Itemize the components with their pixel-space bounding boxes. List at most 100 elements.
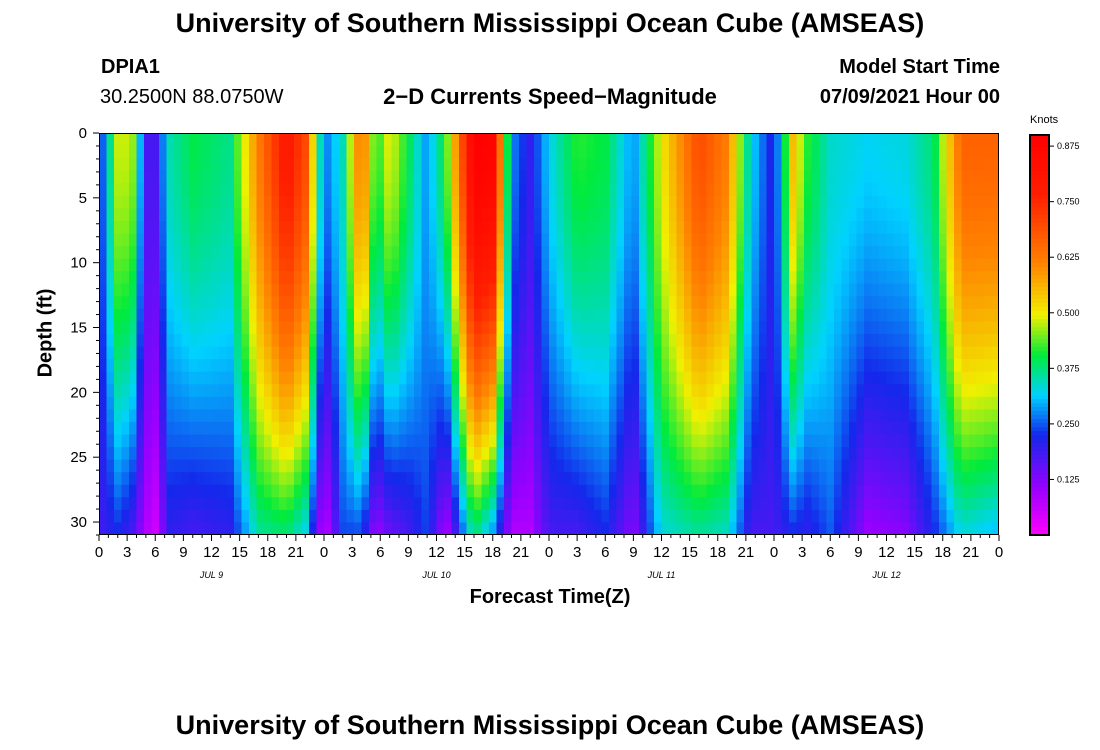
heatmap-cell xyxy=(886,484,895,498)
heatmap-cell xyxy=(331,509,340,524)
heatmap-cell xyxy=(834,371,843,385)
heatmap-cell xyxy=(549,459,558,473)
heatmap-cell xyxy=(841,208,850,222)
heatmap-cell xyxy=(901,220,910,235)
heatmap-cell xyxy=(699,246,708,260)
heatmap-cell xyxy=(324,195,333,209)
heatmap-cell xyxy=(376,283,385,297)
heatmap-cell xyxy=(541,359,550,373)
colorbar-segment xyxy=(1030,247,1049,252)
heatmap-cell xyxy=(496,296,505,310)
heatmap-cell xyxy=(991,271,999,285)
heatmap-cell xyxy=(864,409,873,423)
heatmap-cell xyxy=(631,434,640,448)
heatmap-cell xyxy=(414,509,423,524)
heatmap-cell xyxy=(924,208,933,222)
heatmap-cell xyxy=(774,334,783,348)
heatmap-cell xyxy=(211,384,220,398)
heatmap-cell xyxy=(954,384,963,398)
colorbar-segment xyxy=(1030,515,1049,520)
heatmap-cell xyxy=(346,421,355,436)
heatmap-cell xyxy=(541,145,550,159)
heatmap-cell xyxy=(534,195,543,209)
heatmap-cell xyxy=(526,472,535,486)
heatmap-cell xyxy=(526,334,535,348)
heatmap-cell xyxy=(159,183,168,197)
heatmap-cell xyxy=(661,258,670,272)
heatmap-cell xyxy=(219,497,228,511)
heatmap-cell xyxy=(691,258,700,272)
heatmap-cell xyxy=(714,421,723,436)
heatmap-cell xyxy=(856,195,865,209)
heatmap-cell xyxy=(834,346,843,360)
x-tick-label: 18 xyxy=(934,544,951,561)
heatmap-cell xyxy=(541,459,550,473)
heatmap-cell xyxy=(639,509,648,524)
heatmap-cell xyxy=(729,220,738,235)
heatmap-cell xyxy=(721,308,730,323)
heatmap-cell xyxy=(159,334,168,348)
heatmap-cell xyxy=(271,459,280,473)
heatmap-cell xyxy=(909,409,918,423)
heatmap-cell xyxy=(976,195,985,209)
heatmap-cell xyxy=(519,170,528,184)
heatmap-cell xyxy=(789,145,798,159)
heatmap-cell xyxy=(361,258,370,272)
heatmap-cell xyxy=(166,321,175,335)
heatmap-cell xyxy=(856,258,865,272)
heatmap-cell xyxy=(189,384,198,398)
heatmap-cell xyxy=(549,371,558,385)
heatmap-cell xyxy=(264,522,273,535)
heatmap-cell xyxy=(571,246,580,260)
heatmap-cell xyxy=(954,296,963,310)
colorbar-segment xyxy=(1030,171,1049,176)
heatmap-cell xyxy=(751,472,760,486)
heatmap-cell xyxy=(129,434,138,448)
heatmap-cell xyxy=(421,271,430,285)
heatmap-cell xyxy=(931,384,940,398)
heatmap-cell xyxy=(541,195,550,209)
heatmap-cell xyxy=(481,359,490,373)
heatmap-cell xyxy=(549,271,558,285)
heatmap-cell xyxy=(346,208,355,222)
heatmap-cell xyxy=(286,447,295,461)
heatmap-cell xyxy=(99,208,108,222)
heatmap-cell xyxy=(331,233,340,247)
heatmap-cell xyxy=(196,133,205,147)
heatmap-cell xyxy=(886,258,895,272)
heatmap-cell xyxy=(796,409,805,423)
heatmap-cell xyxy=(586,283,595,297)
heatmap-cell xyxy=(196,321,205,335)
heatmap-cell xyxy=(991,145,999,159)
heatmap-cell xyxy=(136,183,145,197)
heatmap-cell xyxy=(631,170,640,184)
heatmap-cell xyxy=(294,396,303,410)
heatmap-cell xyxy=(571,459,580,473)
heatmap-cell xyxy=(166,145,175,159)
heatmap-cell xyxy=(586,258,595,272)
heatmap-cell xyxy=(886,384,895,398)
heatmap-cell xyxy=(976,434,985,448)
heatmap-cell xyxy=(579,133,588,147)
heatmap-cell xyxy=(579,359,588,373)
heatmap-cell xyxy=(151,133,160,147)
heatmap-cell xyxy=(706,409,715,423)
x-tick-label: 12 xyxy=(428,544,445,561)
chart-title-top: University of Southern Mississippi Ocean… xyxy=(175,8,925,38)
heatmap-cell xyxy=(421,145,430,159)
heatmap-cell xyxy=(151,195,160,209)
heatmap-cell xyxy=(841,170,850,184)
heatmap-cell xyxy=(211,522,220,535)
heatmap-cell xyxy=(474,246,483,260)
heatmap-cell xyxy=(819,321,828,335)
heatmap-cell xyxy=(181,220,190,235)
heatmap-cell xyxy=(699,233,708,247)
heatmap-cell xyxy=(984,509,993,524)
heatmap-cell xyxy=(504,459,513,473)
heatmap-cell xyxy=(781,233,790,247)
heatmap-cell xyxy=(399,409,408,423)
heatmap-cell xyxy=(796,434,805,448)
heatmap-cell xyxy=(466,170,475,184)
heatmap-cell xyxy=(496,233,505,247)
heatmap-cell xyxy=(496,509,505,524)
